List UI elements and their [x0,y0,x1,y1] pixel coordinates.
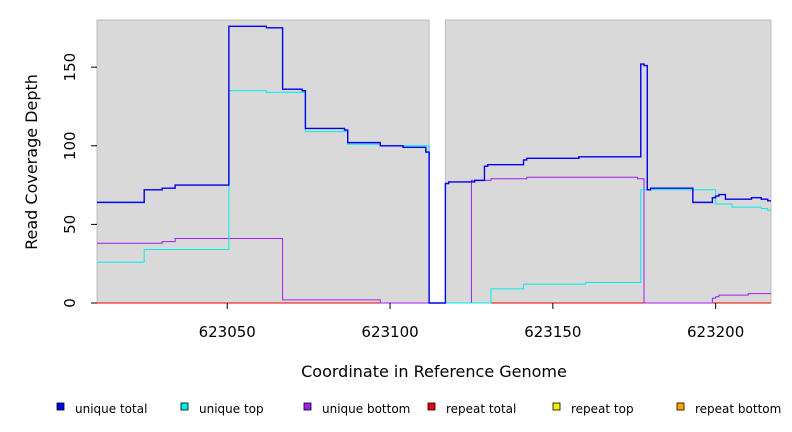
series-line-unique-total [97,25,771,304]
y-axis: 0 50 100 150 [61,53,97,308]
legend: unique total unique top unique bottom repea… [56,402,781,416]
legend-swatch-repeat-top [552,402,561,411]
y-tick-label: 50 [61,215,79,234]
legend-swatch-repeat-bottom [676,402,685,411]
y-axis-title: Read Coverage Depth [22,74,41,250]
x-tick-label: 623200 [687,323,744,341]
plot-panel-1 [96,19,430,304]
legend-label-unique-total: unique total [75,402,147,416]
y-tick-label: 150 [61,53,79,82]
legend-label-unique-bottom: unique bottom [322,402,410,416]
plot-background [96,19,772,304]
series-lines [97,25,771,304]
series-line-unique-bottom [97,176,771,304]
legend-label-unique-top: unique top [199,402,264,416]
legend-swatch-unique-top [180,402,189,411]
plot-panel-2 [444,19,772,304]
legend-swatch-unique-total [56,402,65,411]
x-tick-label: 623150 [524,323,581,341]
x-tick-label: 623100 [361,323,418,341]
series-line-unique-top [97,90,771,304]
legend-label-repeat-bottom: repeat bottom [695,402,781,416]
x-axis: 623050 623100 623150 623200 [199,303,744,341]
legend-swatch-unique-bottom [303,402,312,411]
y-tick-label: 0 [61,298,79,308]
x-axis-title: Coordinate in Reference Genome [301,362,567,381]
x-tick-label: 623050 [199,323,256,341]
y-tick-label: 100 [61,131,79,160]
legend-label-repeat-top: repeat top [571,402,634,416]
legend-label-repeat-total: repeat total [446,402,516,416]
legend-swatch-repeat-total [427,402,436,411]
